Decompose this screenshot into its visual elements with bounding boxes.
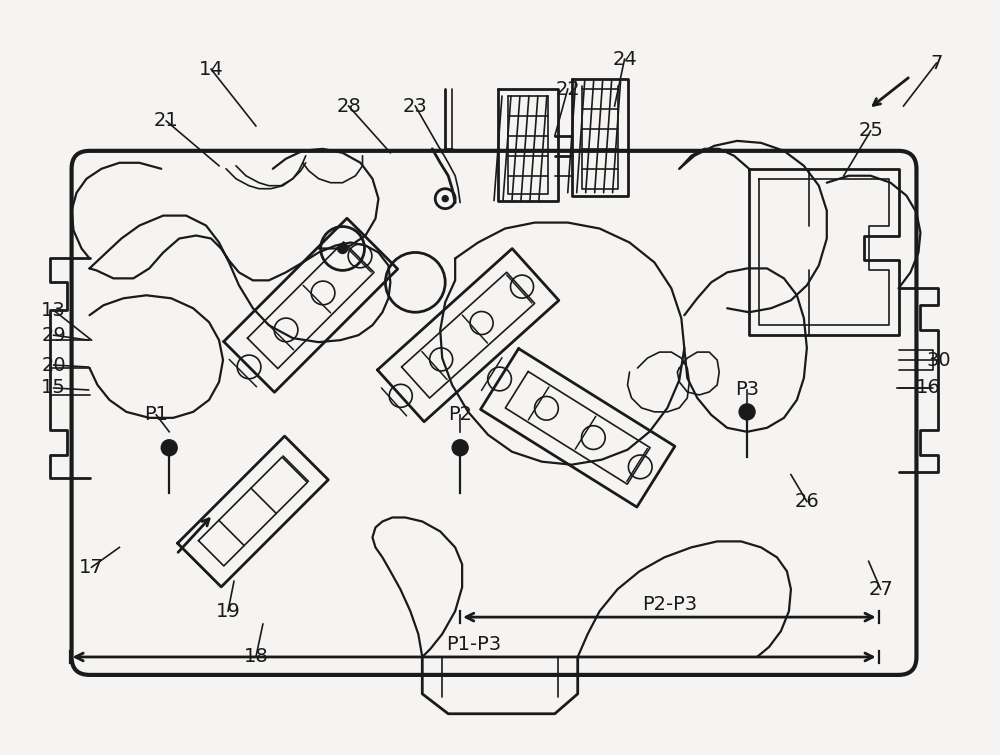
Circle shape: [739, 404, 755, 420]
Text: 25: 25: [858, 122, 883, 140]
Text: 18: 18: [244, 648, 268, 667]
Text: 30: 30: [926, 350, 951, 369]
Text: P2: P2: [448, 405, 472, 424]
Text: 15: 15: [41, 378, 66, 397]
Text: 24: 24: [612, 50, 637, 69]
Circle shape: [161, 439, 177, 456]
Text: 26: 26: [794, 492, 819, 511]
Text: 17: 17: [79, 558, 104, 577]
Text: P1: P1: [144, 405, 168, 424]
Text: 7: 7: [930, 54, 943, 72]
Text: 20: 20: [41, 356, 66, 374]
Text: 19: 19: [216, 602, 240, 621]
Text: 28: 28: [336, 97, 361, 116]
Text: 22: 22: [555, 79, 580, 99]
Text: P2-P3: P2-P3: [642, 595, 697, 614]
Circle shape: [338, 244, 348, 254]
Text: 16: 16: [916, 378, 941, 397]
Text: 27: 27: [868, 580, 893, 599]
Text: 14: 14: [199, 60, 223, 79]
Text: P1-P3: P1-P3: [447, 634, 502, 654]
Text: 29: 29: [41, 325, 66, 344]
Text: 23: 23: [403, 97, 428, 116]
Circle shape: [452, 439, 468, 456]
Text: 13: 13: [41, 300, 66, 320]
Circle shape: [442, 196, 448, 202]
Text: P3: P3: [735, 381, 759, 399]
Text: 21: 21: [154, 112, 179, 131]
